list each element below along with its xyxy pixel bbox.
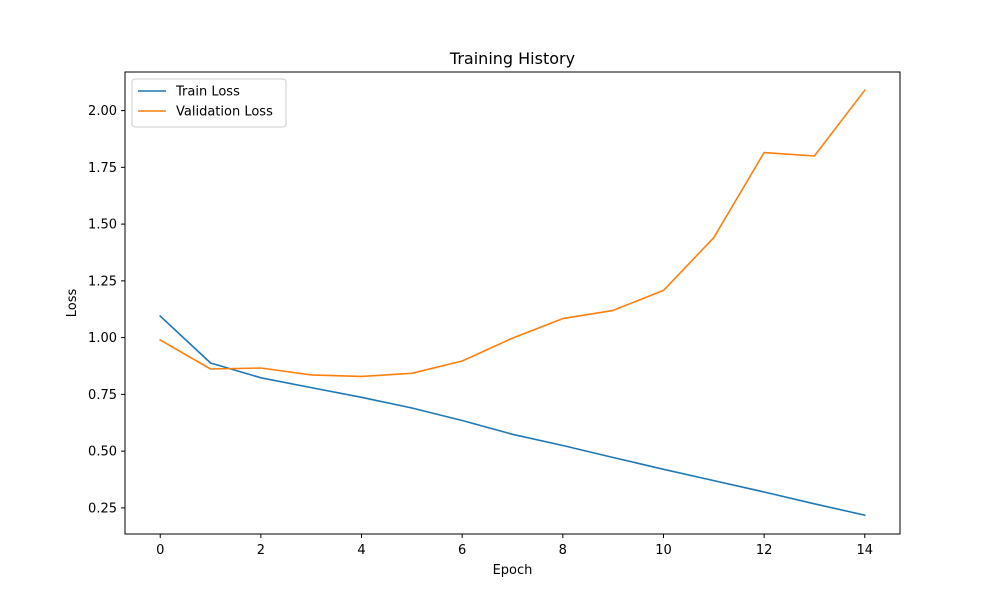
- series-line-1: [159, 89, 866, 378]
- x-tick-label: 4: [357, 543, 365, 558]
- legend-label-1: Validation Loss: [176, 105, 273, 120]
- x-tick-label: 14: [856, 543, 873, 558]
- legend-box: [131, 78, 287, 128]
- x-axis: 0 2 4 6 8 10 12 14: [156, 534, 873, 558]
- y-tick-label: 1.25: [88, 274, 117, 289]
- plot-frame: [124, 71, 901, 535]
- y-tick-label: 2.00: [88, 104, 117, 119]
- legend-label-0: Train Loss: [175, 85, 240, 100]
- series-line-0: [159, 314, 866, 517]
- y-tick-label: 1.50: [88, 218, 117, 233]
- y-tick-label: 1.75: [88, 161, 117, 176]
- legend: Train Loss Validation Loss: [131, 78, 287, 128]
- y-axis: 0.25 0.50 0.75 1.00 1.25 1.50 1.75 2.00: [88, 104, 125, 516]
- y-axis-label: Loss: [65, 289, 80, 318]
- y-tick-label: 1.00: [88, 331, 117, 346]
- x-tick-label: 0: [156, 543, 164, 558]
- x-tick-label: 8: [559, 543, 567, 558]
- x-axis-label: Epoch: [493, 563, 533, 578]
- plot-lines: [159, 89, 866, 517]
- chart-title: Training History: [449, 49, 575, 68]
- x-tick-label: 6: [458, 543, 466, 558]
- y-tick-label: 0.50: [88, 445, 117, 460]
- x-tick-label: 2: [257, 543, 265, 558]
- x-tick-label: 10: [655, 543, 672, 558]
- y-tick-label: 0.75: [88, 388, 117, 403]
- x-tick-label: 12: [756, 543, 773, 558]
- y-tick-label: 0.25: [88, 501, 117, 516]
